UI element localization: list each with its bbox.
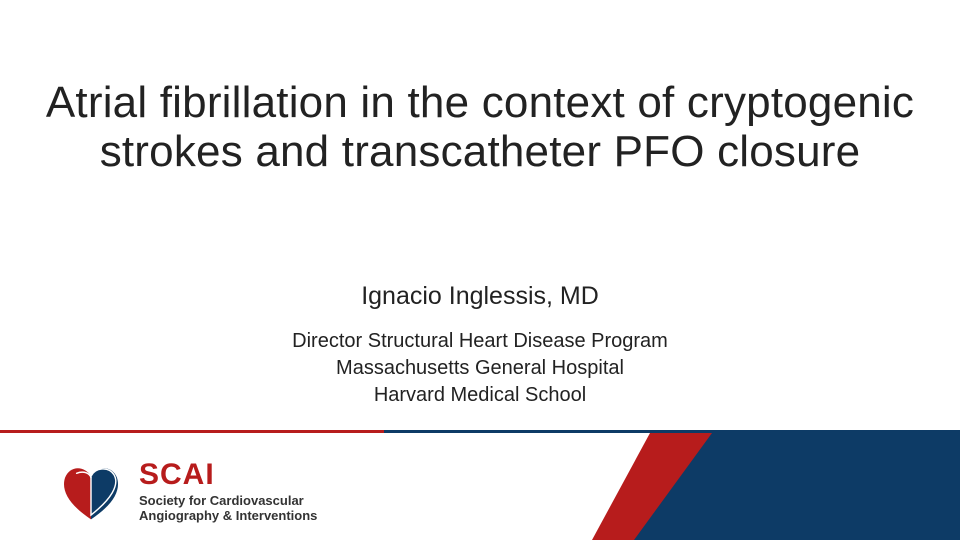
affiliation-line: Massachusetts General Hospital	[0, 355, 960, 382]
slide: Atrial fibrillation in the context of cr…	[0, 0, 960, 540]
logo-acronym: SCAI	[139, 460, 317, 490]
author-name: Ignacio Inglessis, MD	[0, 282, 960, 311]
affiliations: Director Structural Heart Disease Progra…	[0, 328, 960, 409]
affiliation-line: Harvard Medical School	[0, 382, 960, 409]
logo-line1: Society for Cardiovascular	[139, 493, 304, 508]
logo-text: SCAI Society for Cardiovascular Angiogra…	[139, 460, 317, 524]
logo-line2: Angiography & Interventions	[139, 508, 317, 523]
logo-society-name: Society for Cardiovascular Angiography &…	[139, 494, 317, 524]
heart-icon	[55, 456, 127, 528]
affiliation-line: Director Structural Heart Disease Progra…	[0, 328, 960, 355]
footer-divider	[0, 430, 960, 433]
footer: SCAI Society for Cardiovascular Angiogra…	[0, 430, 960, 540]
scai-logo: SCAI Society for Cardiovascular Angiogra…	[55, 456, 317, 528]
slide-title: Atrial fibrillation in the context of cr…	[0, 78, 960, 177]
